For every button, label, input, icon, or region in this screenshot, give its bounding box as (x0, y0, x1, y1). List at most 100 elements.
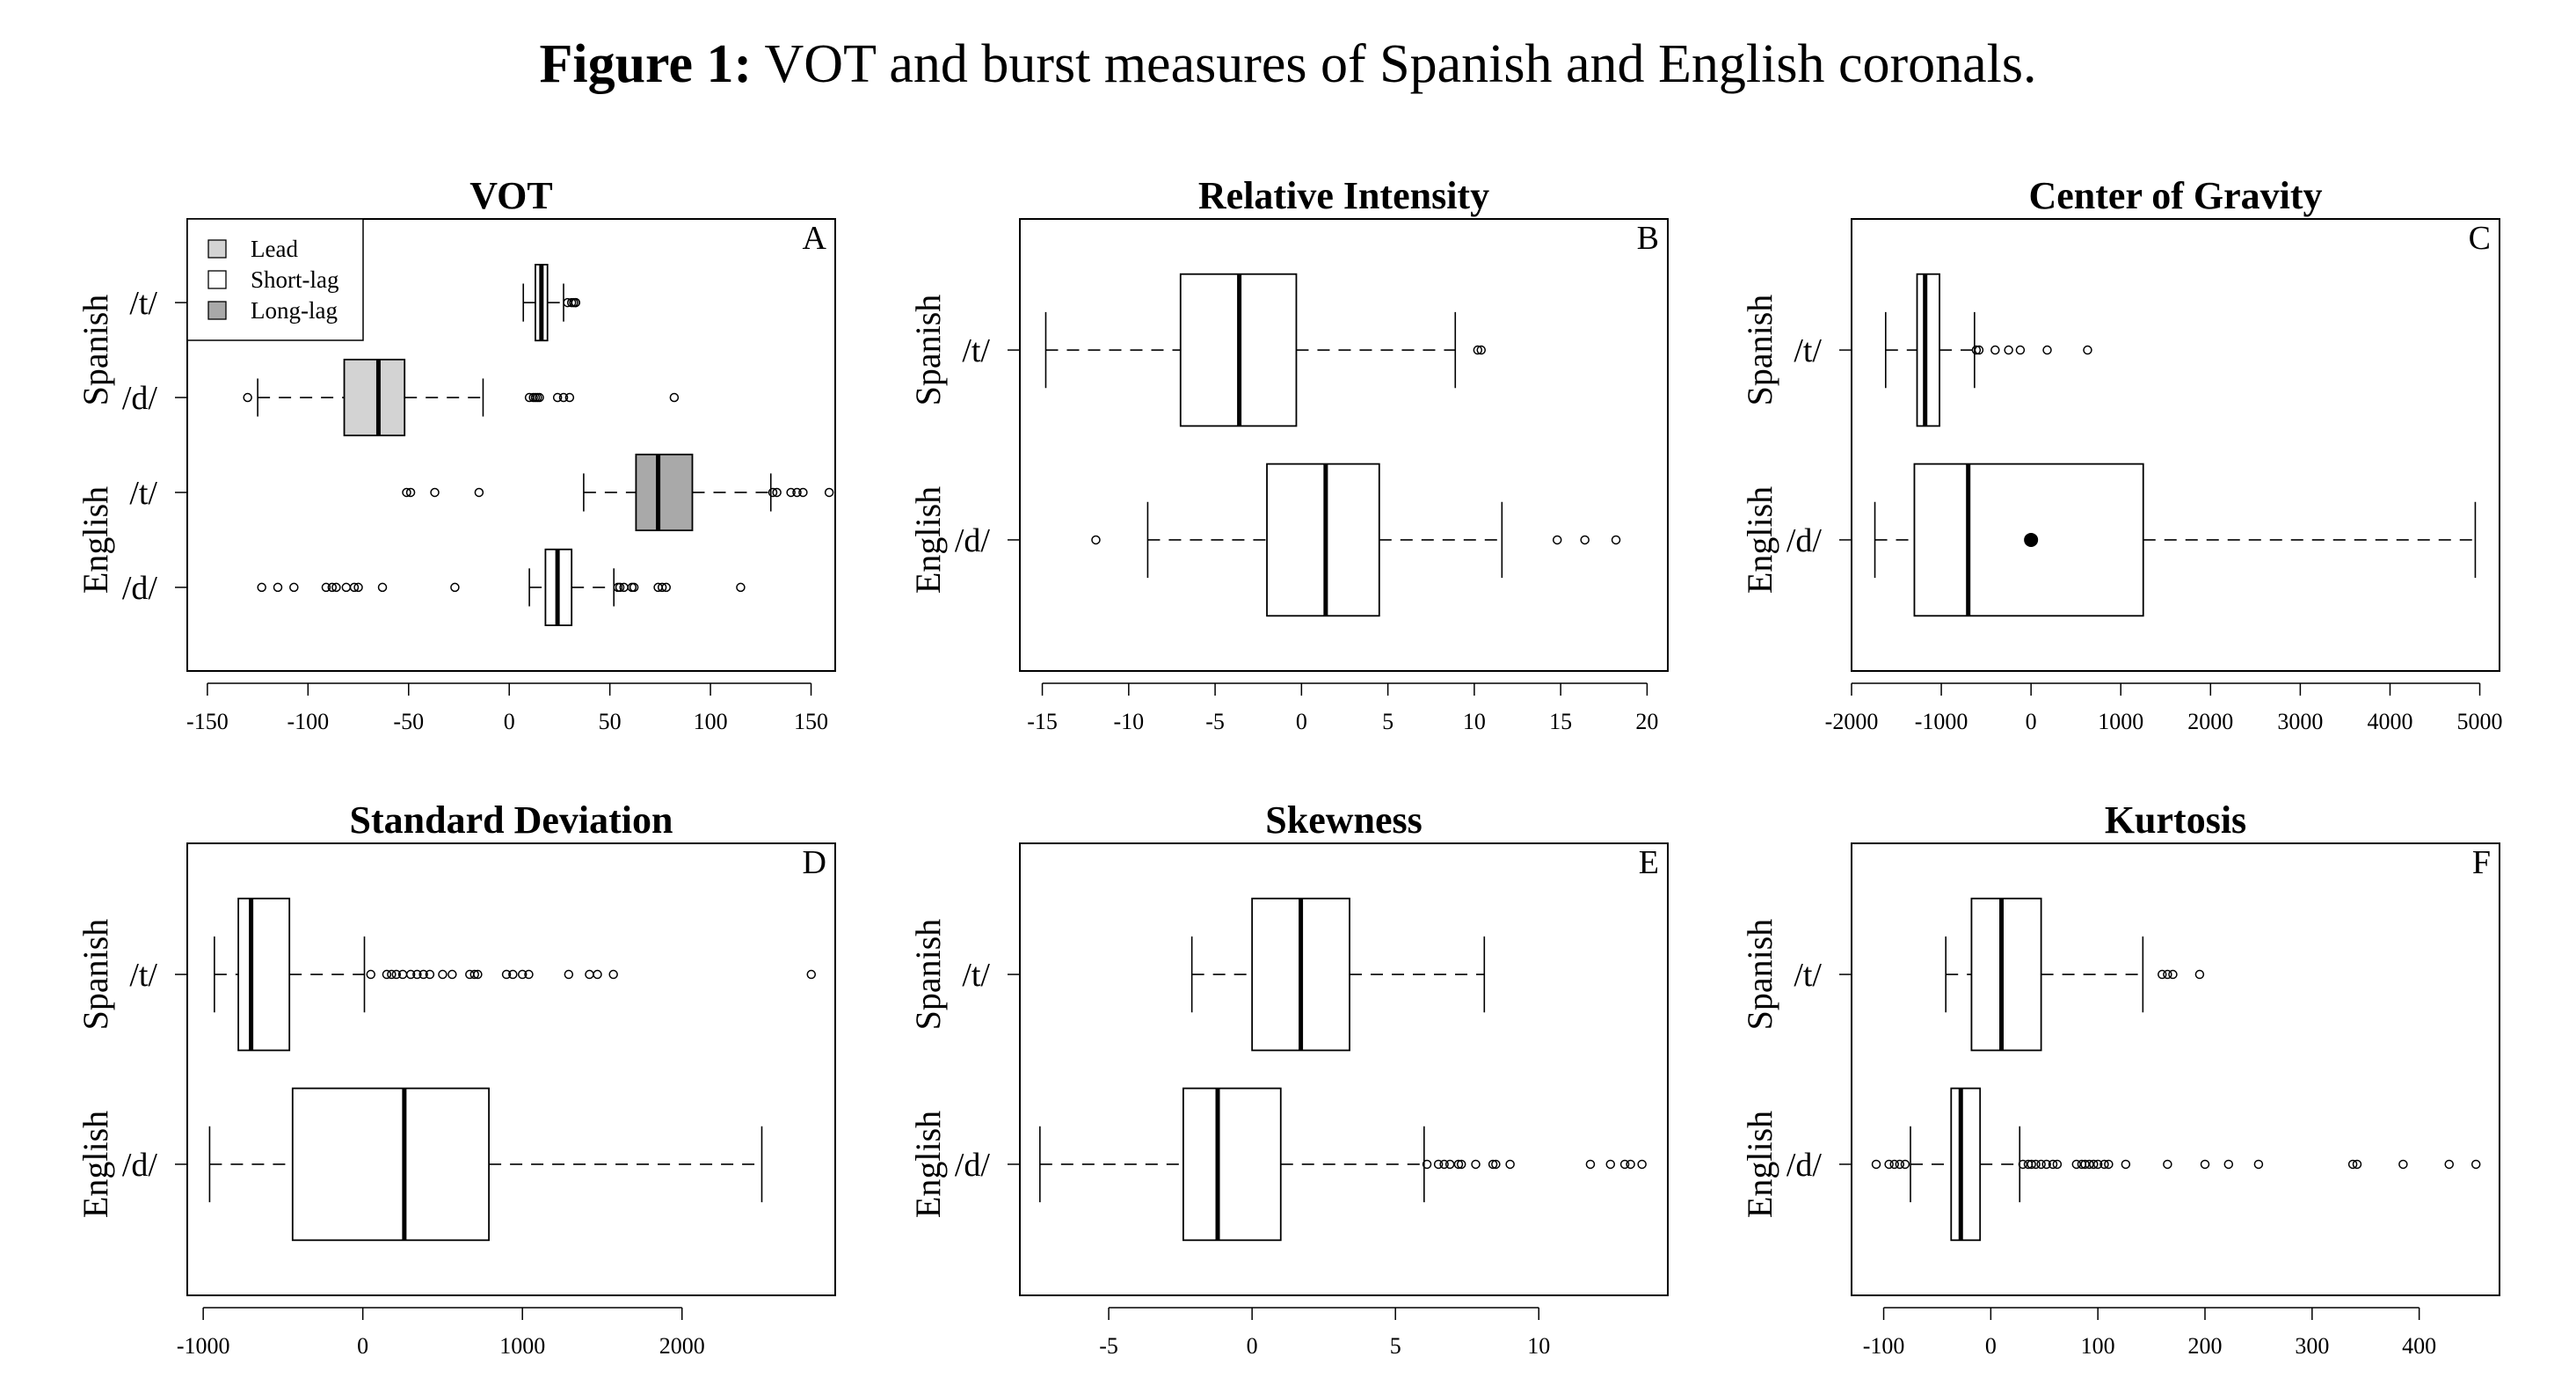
x-tick-label: 200 (2188, 1333, 2223, 1359)
outlier-point (2352, 1159, 2362, 1170)
outlier-point (2121, 1159, 2131, 1170)
outlier-point (1974, 345, 1984, 355)
outlier-point (1626, 1159, 1635, 1170)
group-label: English (908, 486, 948, 594)
outlier-point (1439, 1159, 1449, 1170)
x-tick-label: -1000 (1915, 709, 1968, 734)
iqr-box (291, 1087, 490, 1242)
panel-label: D (803, 844, 826, 881)
x-tick-label: -5 (1099, 1333, 1118, 1359)
outlier-point (2042, 345, 2052, 355)
plot-frame (1851, 218, 2500, 672)
outlier-point (2347, 1159, 2358, 1170)
outlier-point (391, 969, 402, 980)
iqr-box (1970, 897, 2042, 1052)
x-tick-label: 1000 (2098, 709, 2143, 734)
outlier-point (736, 582, 746, 593)
iqr-box (1916, 273, 1940, 427)
outlier-point (2036, 1159, 2046, 1170)
panel-label: C (2469, 220, 2491, 257)
legend: Lead Short-lag Long-lag (186, 218, 364, 341)
outlier-point (772, 487, 782, 498)
plot-frame (186, 218, 836, 672)
panel-title: VOT (469, 174, 552, 217)
box-row: /t/ (129, 264, 580, 342)
panel-title: Kurtosis (2105, 798, 2246, 842)
row-label: /d/ (1786, 1147, 1823, 1184)
legend-swatch (207, 239, 227, 259)
outlier-point (2163, 969, 2172, 980)
group-label: Spanish (1740, 295, 1779, 406)
row-label: /d/ (1786, 522, 1823, 559)
outlier-point (438, 969, 448, 980)
panel-b: Relative Intensity B -15 -10 -5 0 5 10 15 20 Spani… (908, 174, 1669, 734)
outlier-point (2048, 1159, 2058, 1170)
figure-caption: VOT and burst measures of Spanish and En… (764, 34, 2037, 94)
legend-label: Lead (251, 236, 298, 262)
outlier-point (353, 582, 363, 593)
group-label: English (1740, 486, 1779, 594)
box-row: /d/ (122, 358, 680, 437)
x-tick-label: -2000 (1825, 709, 1879, 734)
outlier-point (469, 969, 479, 980)
x-tick-label: 50 (599, 709, 622, 734)
iqr-box (237, 897, 291, 1052)
outlier-point (1884, 1159, 1894, 1170)
x-tick-label: -1000 (177, 1333, 230, 1359)
outlier-point (2253, 1159, 2264, 1170)
outlier-point (2041, 1159, 2051, 1170)
panel-f: Kurtosis F -100 0 100 200 300 400 Spanish English… (1740, 798, 2500, 1359)
outlier-point (2163, 1159, 2172, 1170)
outlier-point (1444, 1159, 1455, 1170)
group-label: English (76, 486, 115, 594)
outlier-point (450, 582, 460, 593)
panel-label: F (2472, 844, 2491, 881)
outlier-point (524, 969, 534, 980)
iqr-box (1266, 463, 1380, 617)
x-tick-label: 100 (694, 709, 728, 734)
x-tick-label: 0 (1296, 709, 1307, 734)
outlier-point (824, 487, 834, 498)
outlier-point (273, 582, 283, 593)
outlier-point (243, 392, 252, 403)
outlier-point (1889, 1159, 1899, 1170)
x-tick-label: -5 (1205, 709, 1225, 734)
box-row: /t/ (1794, 273, 2092, 427)
x-tick-label: -100 (287, 709, 329, 734)
outlier-point (257, 582, 266, 593)
row-label: /t/ (129, 285, 157, 322)
group-label: English (76, 1111, 115, 1218)
x-tick-label: 150 (794, 709, 828, 734)
outlier-point (501, 969, 512, 980)
outlier-point (1611, 535, 1621, 545)
outlier-point (387, 969, 397, 980)
outlier-point (661, 582, 671, 593)
outlier-point (2398, 1159, 2408, 1170)
x-tick-label: -50 (393, 709, 424, 734)
plot-frame (186, 842, 836, 1296)
outlier-point (2004, 345, 2013, 355)
plot-frame (1019, 218, 1669, 672)
row-label: /t/ (1794, 332, 1822, 369)
x-tick-label: 5 (1382, 709, 1394, 734)
x-tick-label: 20 (1635, 709, 1658, 734)
box-row: /t/ (962, 273, 1486, 427)
x-tick-label: -150 (186, 709, 229, 734)
outlier-point (1990, 345, 2000, 355)
outlier-point (1619, 1159, 1630, 1170)
x-tick-label: -15 (1027, 709, 1058, 734)
row-label: /d/ (122, 1147, 158, 1184)
outlier-point (382, 969, 392, 980)
outlier-point (405, 969, 416, 980)
outlier-point (2083, 345, 2092, 355)
outlier-point (1433, 1159, 1444, 1170)
outlier-point (571, 297, 580, 308)
outlier-point (1971, 345, 1982, 355)
box-row: /d/ (1786, 463, 2477, 617)
outlier-point (1422, 1159, 1432, 1170)
x-tick-label: 10 (1527, 1333, 1550, 1359)
outlier-point (806, 969, 817, 980)
outlier-point (608, 969, 618, 980)
plot-frame (1851, 842, 2500, 1296)
